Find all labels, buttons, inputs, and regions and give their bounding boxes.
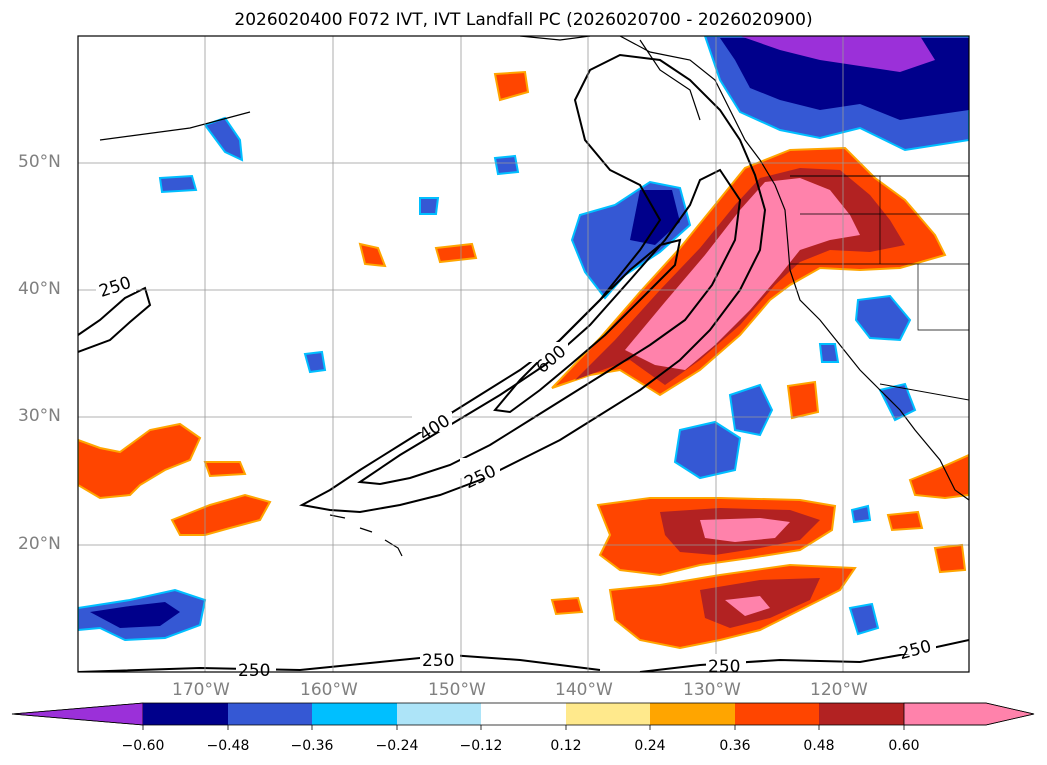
colorbar-tick-1: −0.48 (206, 738, 250, 754)
hawaiian-islands (329, 514, 403, 557)
contour-label-250-se: 250 (708, 657, 740, 677)
lon-label-130w: 130°W (683, 680, 741, 700)
colorbar-tick-0: −0.60 (121, 738, 165, 754)
colorbar-seg-10 (903, 702, 1035, 726)
coastline-alaska-panhandle (519, 36, 701, 121)
colorbar-seg-1 (143, 703, 228, 725)
positive-region-west-4 (493, 70, 530, 102)
negative-blob-1 (673, 420, 742, 480)
positive-region-west-6 (358, 242, 387, 268)
colorbar-seg-6 (566, 703, 650, 725)
colorbar (11, 702, 1035, 730)
colorbar-tick-4: −0.12 (459, 738, 503, 754)
colorbar-tick-6: 0.24 (634, 738, 666, 754)
colorbar-seg-2 (228, 703, 312, 725)
lat-label-30n: 30°N (18, 406, 61, 426)
negative-blob-11 (848, 602, 880, 636)
positive-region-west-2 (170, 493, 272, 536)
lat-label-50n: 50°N (18, 152, 61, 172)
colorbar-tick-2: −0.36 (290, 738, 334, 754)
lon-label-120w: 120°W (810, 680, 868, 700)
lon-label-150w: 150°W (428, 680, 486, 700)
colorbar-seg-0 (11, 702, 144, 726)
border-us-mexico (879, 383, 969, 401)
colorbar-seg-8 (735, 703, 819, 725)
positive-region-west-3 (203, 461, 247, 478)
negative-blob-3 (854, 294, 912, 342)
colorbar-tick-8: 0.48 (803, 738, 835, 754)
lon-label-140w: 140°W (555, 680, 613, 700)
colorbar-tick-5: 0.12 (550, 738, 582, 754)
positive-patch-4 (786, 380, 820, 420)
colorbar-seg-7 (650, 703, 735, 725)
contour-label-250-south: 250 (422, 651, 454, 671)
lat-label-40n: 40°N (18, 279, 61, 299)
filled-contours (78, 36, 969, 650)
aleutian-islands (99, 111, 251, 141)
lat-label-20n: 20°N (18, 534, 61, 554)
positive-patch-se-2 (933, 543, 967, 574)
negative-blob-8 (493, 154, 520, 176)
negative-blob-9 (419, 197, 440, 215)
negative-blob-12 (850, 504, 872, 524)
contour-250-west (78, 286, 152, 353)
positive-region-west (78, 422, 202, 500)
state-borders (790, 176, 969, 331)
negative-region-gulf-alaska-peak (740, 36, 935, 72)
coastlines (99, 36, 969, 557)
graticule (78, 36, 969, 672)
negative-blob-5 (818, 343, 840, 363)
lon-label-170w: 170°W (172, 680, 230, 700)
coastline-north-america (619, 36, 969, 501)
negative-blob-2 (728, 383, 774, 437)
contour-label-250-sw: 250 (238, 661, 270, 681)
negative-blob-4 (878, 382, 917, 422)
lon-label-160w: 160°W (300, 680, 358, 700)
negative-blob-10 (303, 350, 327, 374)
colorbar-tick-9: 0.60 (888, 738, 920, 754)
negative-blob-7 (158, 174, 198, 194)
colorbar-seg-4 (397, 703, 481, 725)
negative-band-southwest-core (90, 602, 180, 628)
contour-400 (357, 168, 742, 486)
colorbar-tick-7: 0.36 (719, 738, 751, 754)
colorbar-seg-5 (481, 703, 566, 725)
colorbar-seg-3 (312, 703, 397, 725)
positive-patch-se-3 (886, 510, 924, 532)
colorbar-seg-9 (819, 703, 904, 725)
negative-band-offshore-core (630, 190, 680, 245)
positive-band-southern-pink (725, 596, 770, 616)
contour-250-main (298, 53, 767, 514)
positive-band-subtropical-pink (700, 518, 790, 542)
contour-label-group: 250 400 600 250 250 250 250 250 (96, 272, 936, 681)
positive-patch-5 (550, 596, 584, 616)
plot-frame (77, 35, 970, 673)
positive-region-west-5 (434, 242, 478, 264)
colorbar-tick-3: −0.24 (375, 738, 419, 754)
map-title: 2026020400 F072 IVT, IVT Landfall PC (20… (234, 10, 813, 30)
